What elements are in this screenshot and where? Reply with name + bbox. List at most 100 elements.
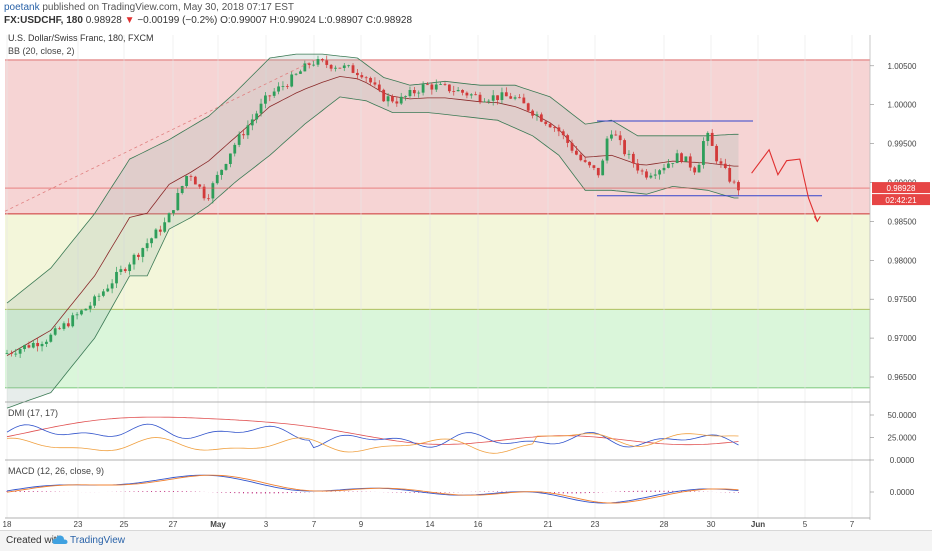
x-tick-label: 23	[74, 520, 83, 529]
candle-body	[18, 349, 22, 354]
candle-body	[110, 283, 114, 289]
bollinger-bands	[6, 53, 739, 409]
candle-body	[579, 154, 583, 161]
candle-body	[666, 163, 670, 168]
candlesticks	[5, 55, 740, 358]
candle-body	[675, 153, 679, 164]
axes: 1.005001.000000.995000.990000.985000.980…	[3, 35, 932, 529]
candle-body	[412, 90, 416, 94]
annotations	[4, 59, 870, 223]
candle-body	[101, 291, 105, 296]
candle-body	[417, 92, 421, 94]
x-tick-label: 28	[660, 520, 669, 529]
x-tick-label: 16	[474, 520, 483, 529]
x-tick-label: 18	[3, 520, 12, 529]
candle-body	[645, 171, 648, 178]
grid-lines	[6, 35, 853, 518]
candle-body	[228, 153, 232, 165]
y-tick-label: 0.97000	[888, 334, 917, 343]
x-tick-label: 25	[120, 520, 129, 529]
candle-body	[224, 164, 228, 170]
dmi-minus-line	[6, 433, 739, 454]
forecast-arrowhead	[813, 216, 821, 223]
price-change: −0.00199 (−0.2%)	[137, 15, 218, 26]
candle-body	[185, 175, 188, 187]
x-tick-label: 5	[803, 520, 808, 529]
candle-body	[684, 156, 688, 162]
countdown-tag-bg	[872, 194, 930, 206]
candle-body	[478, 94, 482, 102]
candle-body	[364, 77, 368, 79]
candle-body	[596, 167, 600, 176]
candle-body	[172, 210, 175, 214]
y-tick-label: 0.96500	[888, 373, 917, 382]
x-tick-label: 9	[359, 520, 364, 529]
candle-body	[137, 254, 140, 257]
candle-body	[702, 141, 705, 165]
candle-body	[640, 170, 644, 172]
candle-body	[504, 92, 508, 97]
dmi-adx-line	[6, 416, 739, 446]
candle-body	[211, 183, 215, 199]
price-tag-bg	[872, 182, 930, 194]
x-tick-label: 7	[312, 520, 317, 529]
candle-body	[329, 64, 333, 69]
candle-body	[106, 288, 110, 292]
x-tick-label: 14	[426, 520, 435, 529]
candle-body	[141, 248, 145, 257]
candle-body	[360, 75, 364, 78]
candle-body	[233, 144, 237, 154]
dmi-tick-label: 50.0000	[888, 411, 917, 420]
author-link[interactable]: poetank	[4, 2, 40, 13]
bb-upper-line	[6, 53, 739, 304]
candle-body	[198, 184, 202, 187]
candle-body	[382, 89, 386, 102]
candle-body	[294, 73, 298, 75]
candle-body	[456, 90, 460, 92]
candle-body	[737, 182, 740, 191]
candle-body	[557, 127, 561, 132]
candle-body	[426, 84, 429, 86]
candle-body	[272, 91, 276, 96]
candle-body	[356, 72, 359, 76]
candle-body	[399, 96, 403, 104]
candle-body	[312, 64, 315, 66]
x-tick-label: 3	[264, 520, 269, 529]
candle-body	[202, 186, 206, 199]
candle-body	[728, 168, 732, 182]
last-price: 0.98928	[85, 15, 122, 26]
candle-body	[623, 140, 626, 155]
candle-body	[575, 150, 578, 155]
bb-basis-line	[6, 76, 739, 356]
candle-body	[97, 295, 101, 297]
candle-body	[469, 94, 473, 96]
symbol-label: FX:USDCHF, 180	[4, 15, 83, 26]
chart-header: poetank published on TradingView.com, Ma…	[0, 0, 932, 30]
candle-body	[189, 175, 193, 177]
candle-body	[561, 131, 565, 136]
candle-body	[395, 101, 399, 104]
candle-body	[290, 74, 294, 87]
candle-body	[548, 124, 552, 128]
candle-body	[631, 153, 635, 164]
candle-body	[592, 165, 596, 168]
y-tick-label: 0.99500	[888, 140, 917, 149]
countdown-tag-label: 02:42:21	[885, 196, 917, 205]
candle-body	[14, 353, 18, 355]
candle-body	[500, 92, 504, 101]
close-value: C:0.98928	[365, 15, 413, 26]
publish-line: poetank published on TradingView.com, Ma…	[4, 2, 294, 13]
candle-body	[404, 96, 407, 97]
dmi-tick-label: 0.0000	[890, 456, 915, 465]
candle-body	[474, 94, 478, 96]
candle-body	[434, 84, 438, 90]
candle-body	[299, 71, 302, 74]
candle-body	[706, 132, 710, 142]
tradingview-cloud-icon	[52, 535, 68, 544]
candle-body	[268, 95, 272, 97]
candle-body	[5, 352, 9, 354]
candle-body	[461, 90, 464, 93]
dmi-indicator-label: DMI (17, 17)	[8, 408, 58, 418]
candle-body	[145, 243, 149, 249]
tradingview-brand[interactable]: TradingView	[70, 535, 126, 546]
